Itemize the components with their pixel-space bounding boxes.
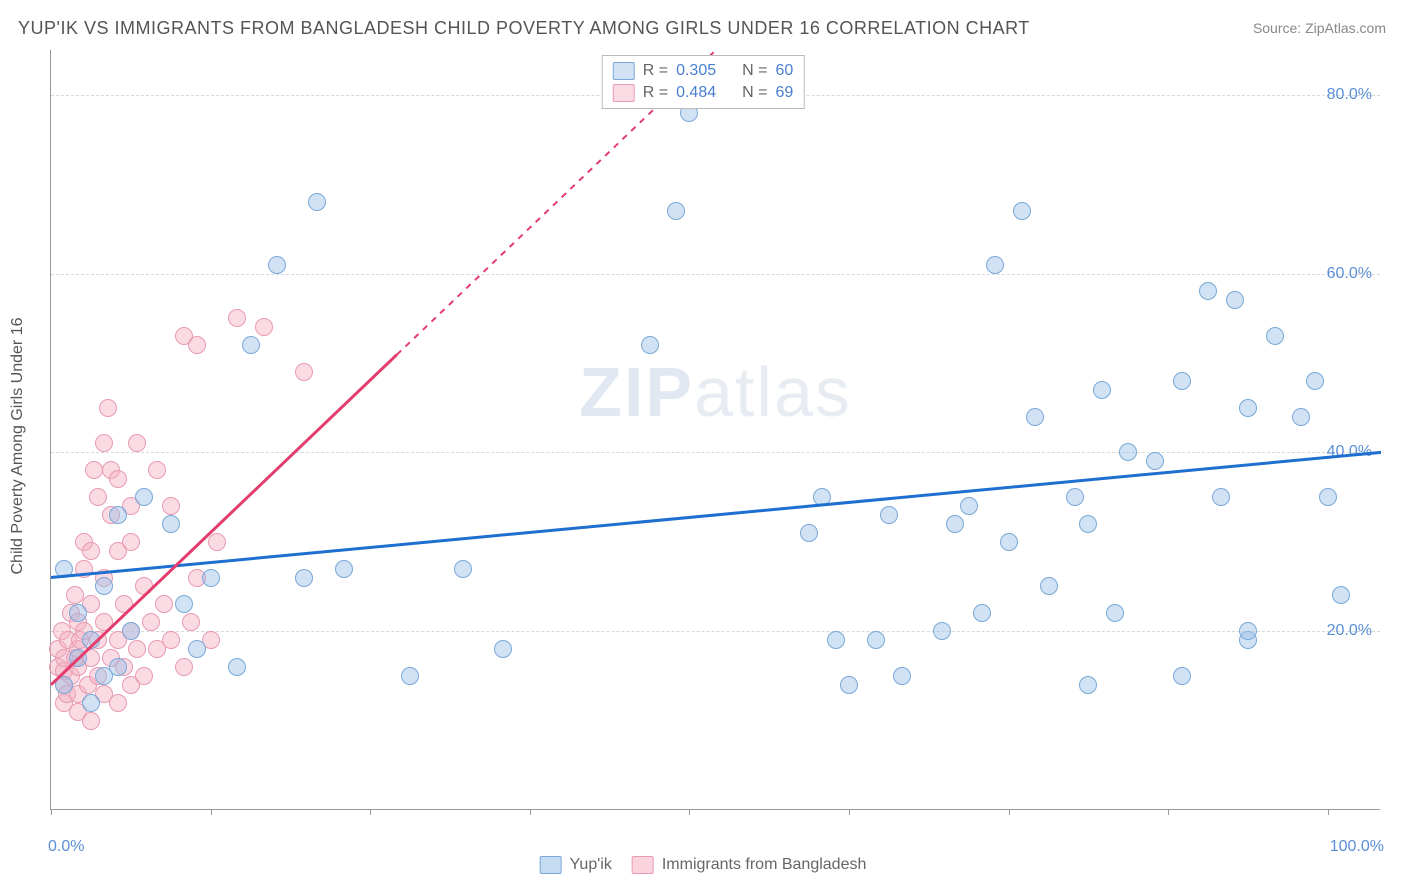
x-axis-min-label: 0.0% (48, 838, 84, 856)
x-tick (211, 809, 212, 815)
x-tick (370, 809, 371, 815)
legend-label: Immigrants from Bangladesh (662, 856, 867, 874)
legend-swatch (613, 62, 635, 80)
legend-label: Yup'ik (570, 856, 612, 874)
legend-swatch (540, 856, 562, 874)
trendlines-layer (51, 50, 1380, 809)
n-label: N = (742, 84, 767, 102)
correlation-legend: R = 0.305 N = 60 R = 0.484 N = 69 (602, 55, 805, 109)
legend-row: R = 0.305 N = 60 (613, 60, 794, 82)
x-tick (530, 809, 531, 815)
r-value: 0.484 (676, 84, 716, 102)
legend-item: Immigrants from Bangladesh (632, 856, 867, 874)
series-legend: Yup'ik Immigrants from Bangladesh (540, 856, 867, 874)
legend-swatch (632, 856, 654, 874)
x-tick (689, 809, 690, 815)
legend-item: Yup'ik (540, 856, 612, 874)
r-label: R = (643, 62, 668, 80)
n-value: 60 (775, 62, 793, 80)
x-tick (51, 809, 52, 815)
x-tick (1328, 809, 1329, 815)
chart-title: YUP'IK VS IMMIGRANTS FROM BANGLADESH CHI… (18, 18, 1030, 39)
n-label: N = (742, 62, 767, 80)
x-tick (1168, 809, 1169, 815)
x-tick (849, 809, 850, 815)
legend-swatch (613, 84, 635, 102)
x-tick (1009, 809, 1010, 815)
source-label: Source: ZipAtlas.com (1253, 20, 1386, 36)
r-label: R = (643, 84, 668, 102)
x-axis-max-label: 100.0% (1330, 838, 1384, 856)
n-value: 69 (775, 84, 793, 102)
scatter-plot: ZIPatlas 20.0%40.0%60.0%80.0% (50, 50, 1380, 810)
legend-row: R = 0.484 N = 69 (613, 82, 794, 104)
r-value: 0.305 (676, 62, 716, 80)
y-axis-title: Child Poverty Among Girls Under 16 (9, 318, 27, 575)
